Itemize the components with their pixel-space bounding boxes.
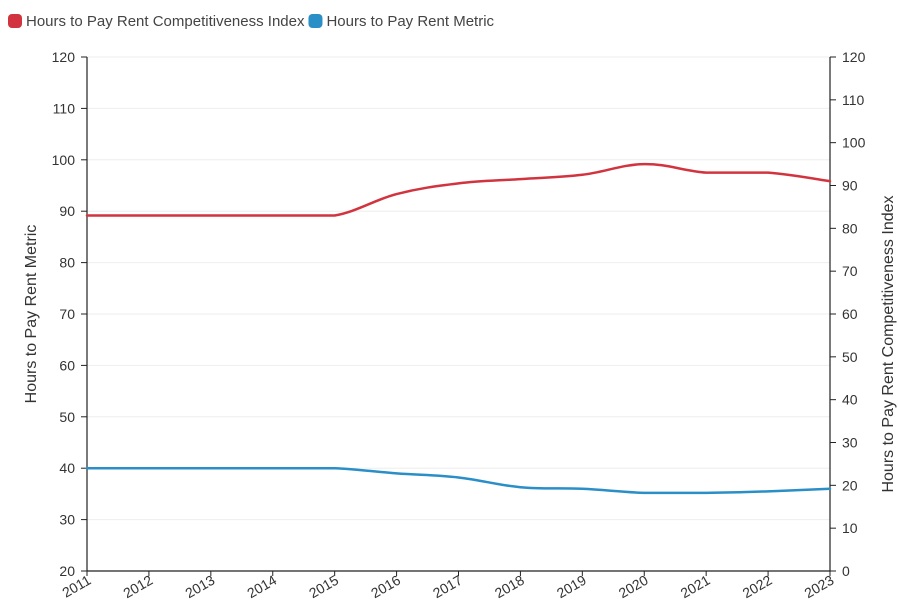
data-point-metric[interactable] bbox=[517, 484, 523, 490]
x-tick-label: 2020 bbox=[616, 572, 651, 602]
left-tick-label: 30 bbox=[59, 512, 75, 528]
left-axis-title: Hours to Pay Rent Metric bbox=[23, 225, 40, 404]
right-tick-label: 60 bbox=[842, 306, 858, 322]
axes: 20 30 40 50 60 70 80 90 100 110 120 0 10 20 30 40 50 60 70… bbox=[23, 49, 897, 601]
legend-label: Hours to Pay Rent Competitiveness Index bbox=[26, 13, 305, 30]
left-tick-label: 110 bbox=[53, 100, 76, 116]
data-point-competitiveness-index[interactable] bbox=[208, 212, 214, 218]
data-point-metric[interactable] bbox=[84, 465, 90, 471]
left-tick-label: 70 bbox=[59, 306, 75, 322]
right-tick-label: 80 bbox=[842, 220, 858, 236]
x-tick-label: 2015 bbox=[306, 572, 341, 602]
data-point-competitiveness-index[interactable] bbox=[517, 176, 523, 182]
data-point-competitiveness-index[interactable] bbox=[703, 170, 709, 176]
series-lines bbox=[84, 161, 833, 496]
data-point-metric[interactable] bbox=[456, 474, 462, 480]
data-point-competitiveness-index[interactable] bbox=[146, 212, 152, 218]
legend-item-competitiveness-index[interactable]: Hours to Pay Rent Competitiveness Index bbox=[8, 13, 305, 30]
left-tick-label: 40 bbox=[59, 460, 75, 476]
data-point-competitiveness-index[interactable] bbox=[456, 180, 462, 186]
data-point-competitiveness-index[interactable] bbox=[579, 172, 585, 178]
x-tick-label: 2023 bbox=[802, 572, 837, 602]
legend-item-metric[interactable]: Hours to Pay Rent Metric bbox=[308, 13, 495, 30]
x-tick-label: 2018 bbox=[492, 572, 527, 602]
legend-label: Hours to Pay Rent Metric bbox=[326, 13, 494, 30]
series-line-competitiveness-index[interactable] bbox=[85, 162, 832, 217]
left-tick-label: 120 bbox=[52, 49, 76, 65]
legend-swatch bbox=[308, 14, 323, 28]
data-point-metric[interactable] bbox=[765, 488, 771, 494]
data-point-metric[interactable] bbox=[394, 470, 400, 476]
data-point-metric[interactable] bbox=[827, 486, 833, 492]
right-tick-label: 30 bbox=[842, 435, 858, 451]
data-point-competitiveness-index[interactable] bbox=[270, 212, 276, 218]
left-tick-label: 60 bbox=[59, 357, 75, 373]
right-tick-label: 50 bbox=[842, 349, 858, 365]
x-tick-label: 2014 bbox=[244, 572, 279, 602]
right-tick-label: 40 bbox=[842, 392, 858, 408]
x-tick-label: 2019 bbox=[554, 572, 589, 602]
data-point-competitiveness-index[interactable] bbox=[827, 178, 833, 184]
right-tick-label: 0 bbox=[842, 563, 850, 579]
data-point-competitiveness-index[interactable] bbox=[332, 212, 338, 218]
right-tick-label: 10 bbox=[842, 520, 858, 536]
right-tick-label: 90 bbox=[842, 178, 858, 194]
right-tick-label: 120 bbox=[842, 49, 866, 65]
data-point-metric[interactable] bbox=[641, 490, 647, 496]
data-point-competitiveness-index[interactable] bbox=[641, 161, 647, 167]
left-tick-label: 20 bbox=[59, 563, 75, 579]
x-tick-label: 2012 bbox=[120, 572, 155, 602]
data-point-competitiveness-index[interactable] bbox=[765, 170, 771, 176]
right-tick-label: 20 bbox=[842, 477, 858, 493]
data-point-metric[interactable] bbox=[579, 486, 585, 492]
right-tick-label: 100 bbox=[842, 135, 866, 151]
left-tick-label: 80 bbox=[59, 255, 75, 271]
data-point-metric[interactable] bbox=[208, 465, 214, 471]
series-line-metric[interactable] bbox=[85, 466, 832, 495]
legend-swatch bbox=[8, 14, 22, 28]
data-point-competitiveness-index[interactable] bbox=[394, 191, 400, 197]
left-tick-label: 50 bbox=[59, 409, 75, 425]
data-point-metric[interactable] bbox=[146, 465, 152, 471]
data-point-competitiveness-index[interactable] bbox=[84, 212, 90, 218]
legend[interactable]: Hours to Pay Rent Competitiveness Index H… bbox=[8, 13, 495, 30]
x-tick-label: 2016 bbox=[368, 572, 403, 602]
data-point-metric[interactable] bbox=[332, 465, 338, 471]
right-tick-label: 110 bbox=[842, 92, 865, 108]
right-axis-title: Hours to Pay Rent Competitiveness Index bbox=[880, 195, 897, 492]
data-point-metric[interactable] bbox=[270, 465, 276, 471]
x-tick-label: 2013 bbox=[182, 572, 217, 602]
x-tick-label: 2022 bbox=[740, 572, 775, 602]
x-tick-label: 2017 bbox=[430, 572, 465, 602]
left-tick-label: 100 bbox=[52, 152, 76, 168]
x-tick-label: 2021 bbox=[678, 572, 713, 602]
right-tick-label: 70 bbox=[842, 263, 858, 279]
left-tick-label: 90 bbox=[59, 203, 75, 219]
data-point-metric[interactable] bbox=[703, 490, 709, 496]
